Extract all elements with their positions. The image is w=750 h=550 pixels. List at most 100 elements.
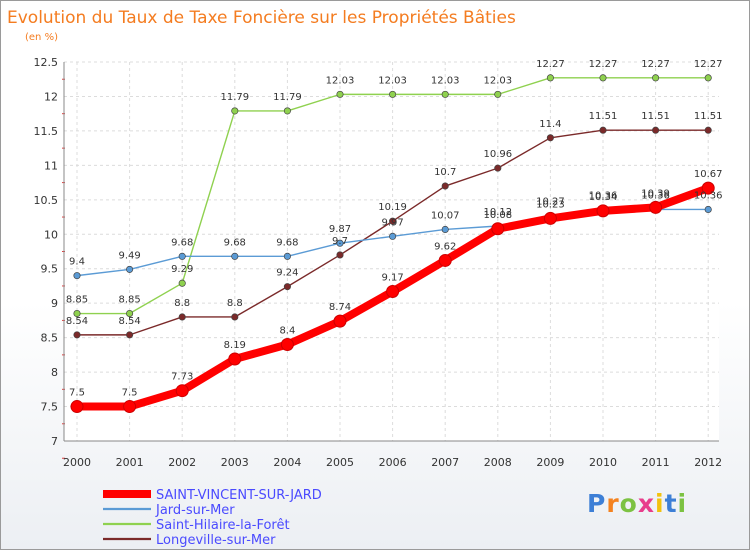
y-tick-label: 11 <box>44 159 58 172</box>
data-label: 8.54 <box>66 316 88 327</box>
logo-letter: x <box>637 489 655 518</box>
x-tick-label: 2011 <box>642 456 670 469</box>
x-tick-label: 2004 <box>273 456 301 469</box>
data-label: 9.29 <box>171 264 193 275</box>
data-point <box>546 74 554 82</box>
data-point <box>441 182 449 190</box>
data-label: 9.97 <box>381 217 403 228</box>
series-2 <box>73 74 712 318</box>
data-label: 10.67 <box>694 169 723 180</box>
chart-subtitle: (en %) <box>25 32 58 43</box>
y-tick-label: 7 <box>51 435 58 448</box>
data-point <box>494 90 502 98</box>
y-tick-label: 12 <box>44 90 58 103</box>
data-label: 10.12 <box>483 207 512 218</box>
data-point <box>73 272 81 280</box>
data-label: 9.68 <box>171 237 193 248</box>
x-tick-label: 2000 <box>63 456 91 469</box>
data-label: 7.5 <box>69 388 85 399</box>
logo-letter: t <box>664 489 678 518</box>
data-label: 8.74 <box>329 302 351 313</box>
data-point <box>178 279 186 287</box>
data-label: 9.17 <box>381 272 403 283</box>
data-point <box>596 204 610 218</box>
data-point <box>441 90 449 98</box>
data-point <box>175 384 189 398</box>
y-tick-label: 11.5 <box>34 125 59 138</box>
data-label: 8.85 <box>118 295 140 306</box>
logo-letter: i <box>677 489 688 518</box>
data-label: 10.19 <box>378 202 407 213</box>
y-tick-label: 9 <box>51 297 58 310</box>
x-tick-label: 2002 <box>168 456 196 469</box>
data-label: 12.27 <box>536 59 565 70</box>
x-tick-label: 2001 <box>116 456 144 469</box>
data-label: 9.24 <box>276 268 298 279</box>
data-label: 7.5 <box>122 388 138 399</box>
data-point <box>494 164 502 172</box>
data-point <box>123 400 137 414</box>
data-label: 8.54 <box>118 316 140 327</box>
data-point <box>126 265 134 273</box>
grid <box>64 61 719 442</box>
series-0 <box>70 181 715 414</box>
data-label: 10.7 <box>434 167 456 178</box>
chart-title: Evolution du Taux de Taxe Foncière sur l… <box>7 8 516 28</box>
data-label: 10.07 <box>431 210 460 221</box>
data-label: 12.27 <box>694 59 723 70</box>
data-label: 8.19 <box>224 340 246 351</box>
data-point <box>546 134 554 142</box>
data-point <box>704 205 712 214</box>
data-point <box>231 252 239 260</box>
data-label: 11.51 <box>694 111 723 122</box>
x-tick-label: 2005 <box>326 456 354 469</box>
y-tick-label: 10.5 <box>34 194 59 207</box>
data-label: 11.79 <box>220 92 249 103</box>
data-point <box>228 352 242 366</box>
data-label: 9.62 <box>434 241 456 252</box>
data-point <box>336 239 344 247</box>
data-point <box>386 284 400 298</box>
data-point <box>652 126 660 134</box>
data-point <box>73 331 81 339</box>
data-point <box>280 338 294 352</box>
data-point <box>231 313 239 321</box>
data-label: 10.34 <box>589 192 618 203</box>
data-label: 9.49 <box>118 250 140 261</box>
data-point <box>231 107 239 115</box>
series-group <box>70 74 715 414</box>
data-label: 9.87 <box>329 224 351 235</box>
data-label: 12.03 <box>378 75 407 86</box>
data-point <box>283 252 291 260</box>
data-label: 12.27 <box>589 59 618 70</box>
data-point <box>441 225 449 233</box>
data-point <box>283 107 291 115</box>
data-point <box>389 217 397 225</box>
data-point <box>73 309 81 318</box>
data-point <box>126 331 134 339</box>
logo-letter: P <box>587 489 607 518</box>
logo-letter: i <box>655 489 665 518</box>
data-label: 8.4 <box>279 326 295 337</box>
x-tick-label: 2009 <box>536 456 564 469</box>
legend-entry: Jard-sur-Mer <box>155 503 235 518</box>
data-label: 11.4 <box>539 119 561 130</box>
x-tick-label: 2006 <box>379 456 407 469</box>
logo-letter: r <box>606 489 620 518</box>
data-label: 10.36 <box>589 190 618 201</box>
data-label: 9.68 <box>224 237 246 248</box>
data-label: 8.8 <box>227 298 243 309</box>
data-label: 12.03 <box>326 75 355 86</box>
y-tick-label: 8.5 <box>41 332 59 345</box>
data-point <box>543 211 557 225</box>
data-label: 9.68 <box>276 237 298 248</box>
y-tick-label: 9.5 <box>41 263 59 276</box>
data-label: 11.51 <box>641 111 670 122</box>
data-point <box>704 126 712 134</box>
series-3 <box>73 126 712 339</box>
data-point <box>649 200 663 214</box>
plot-area <box>64 62 719 441</box>
x-tick-label: 2012 <box>694 456 722 469</box>
data-point <box>701 181 715 195</box>
